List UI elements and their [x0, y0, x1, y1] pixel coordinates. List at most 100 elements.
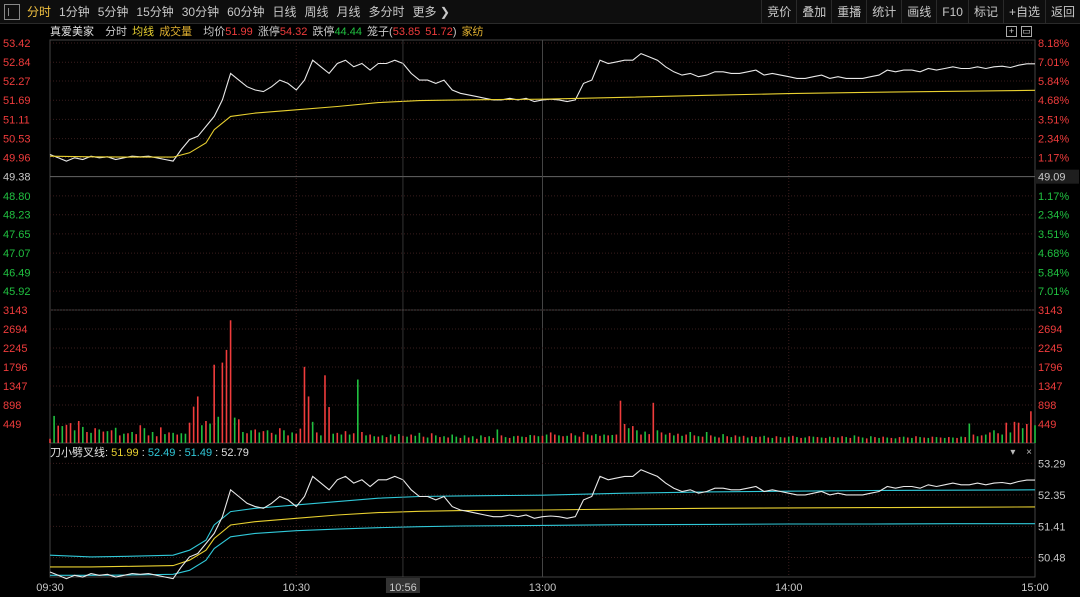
tab-60min[interactable]: 60分钟 [227, 4, 265, 19]
indicator-tick-label: 51.41 [1038, 521, 1066, 533]
volume-tick-label: 2245 [3, 343, 27, 355]
price-band-high: 53.85 [392, 26, 421, 38]
crosshair-time-box [385, 578, 420, 593]
volume-tick-label: 449 [1038, 419, 1056, 431]
price-tick-label: 47.07 [3, 248, 31, 260]
price-band-close: ) [452, 26, 457, 38]
draw-line-button[interactable]: 画线 [901, 0, 936, 24]
tab-daily[interactable]: 日线 [272, 4, 297, 19]
pct-tick-label: 3.51% [1038, 229, 1069, 241]
pct-tick-label: 3.51% [1038, 114, 1069, 126]
indicator_lower-line [50, 523, 1035, 576]
tab-monthly[interactable]: 月线 [336, 4, 361, 19]
volume-tick-label: 449 [3, 419, 21, 431]
price-line [49, 52, 1035, 162]
mark-button[interactable]: 标记 [967, 0, 1003, 24]
tab-more[interactable]: 更多 ❯ [412, 4, 450, 19]
avg-line-label[interactable]: 均线 [132, 26, 155, 38]
price-tick-label: 47.65 [3, 229, 31, 241]
pct-tick-label: 4.68% [1038, 95, 1069, 107]
back-button[interactable]: 返回 [1044, 0, 1080, 24]
info-icons: + ▭ [1006, 26, 1032, 37]
time-tick-label: 09:30 [36, 582, 64, 594]
panel-toggle-icon[interactable] [4, 3, 20, 20]
price-tick-label: 52.84 [3, 57, 31, 69]
price-band-low: 51.72 [425, 26, 453, 38]
tool-buttons: 竞价 叠加 重播 统计 画线 F10 标记 +自选 返回 [761, 0, 1080, 24]
intraday-label[interactable]: 分时 [105, 26, 128, 38]
tab-5min[interactable]: 5分钟 [97, 4, 129, 19]
indicator-sep: : [105, 447, 109, 459]
indicator-sep: : [215, 447, 219, 459]
pct-tick-label: 5.84% [1038, 267, 1069, 279]
time-tick-label: 14:00 [775, 582, 803, 594]
period-tabs: 分时 1分钟 5分钟 15分钟 30分钟 60分钟 日线 周线 月线 多分时 更… [0, 0, 454, 24]
limit-down-label: 跌停 [312, 26, 335, 38]
tab-intraday[interactable]: 分时 [27, 4, 52, 19]
pct-tick-label: 1.17% [1038, 191, 1069, 203]
volume-tick-label: 898 [3, 400, 21, 412]
time-tick-label: 10:30 [282, 582, 310, 594]
indicator-name[interactable]: 刀小劈叉线 [50, 447, 105, 459]
price-tick-label: 52.27 [3, 76, 31, 88]
restore-icon[interactable]: ▭ [1021, 26, 1032, 37]
pct-tick-label: 8.18% [1038, 38, 1069, 50]
volume-tick-label: 1796 [1038, 362, 1062, 374]
pct-tick-label: 5.84% [1038, 76, 1069, 88]
price-tick-label: 46.49 [3, 267, 31, 279]
volume-tick-label: 2694 [3, 324, 27, 336]
overlay-button[interactable]: 叠加 [796, 0, 831, 24]
replay-button[interactable]: 重播 [831, 0, 866, 24]
price-tick-label: 51.11 [3, 114, 30, 126]
auction-button[interactable]: 竞价 [761, 0, 796, 24]
indicator-sep: : [141, 447, 145, 459]
pct-tick-label: 7.01% [1038, 286, 1069, 298]
pct-tick-label: 4.68% [1038, 248, 1069, 260]
statistics-button[interactable]: 统计 [866, 0, 901, 24]
time-tick-label: 15:00 [1021, 582, 1049, 594]
tab-1min[interactable]: 1分钟 [59, 4, 90, 19]
close-icon[interactable]: × [1026, 447, 1032, 458]
prev-close-label: 49.09 [1038, 172, 1066, 184]
time-tick-label: 10:56 [389, 582, 417, 594]
volume-tick-label: 3143 [3, 305, 27, 317]
price-tick-label: 49.96 [3, 152, 31, 164]
industry-label[interactable]: 家纺 [461, 26, 484, 38]
period-toolbar: 分时 1分钟 5分钟 15分钟 30分钟 60分钟 日线 周线 月线 多分时 更… [0, 0, 1080, 24]
tab-15min[interactable]: 15分钟 [136, 4, 174, 19]
pct-tick-label: 2.34% [1038, 134, 1069, 146]
volume-label[interactable]: 成交量 [159, 26, 193, 38]
indicator-icons: ▾ × [1002, 447, 1032, 458]
price-tick-label: 53.42 [3, 38, 31, 50]
indicator-tick-label: 50.48 [1038, 553, 1066, 565]
volume-tick-label: 2694 [1038, 324, 1062, 336]
indicator-value-2: 52.49 [147, 447, 176, 459]
tab-30min[interactable]: 30分钟 [181, 4, 220, 19]
indicator-sep: : [178, 447, 182, 459]
chevron-down-icon[interactable]: ▾ [1010, 447, 1016, 458]
indicator_upper-line [49, 489, 1036, 558]
volume-tick-label: 3143 [1038, 305, 1062, 317]
zoom-in-icon[interactable]: + [1006, 26, 1017, 37]
tab-weekly[interactable]: 周线 [304, 4, 329, 19]
indicator-tick-label: 52.35 [1038, 490, 1066, 502]
avg-price-value: 51.99 [225, 26, 253, 38]
price-tick-label: 48.23 [3, 210, 31, 222]
price-tick-label: 50.53 [3, 134, 31, 146]
price-tick-label: 45.92 [3, 286, 31, 298]
limit-up-label: 涨停 [257, 26, 280, 38]
indicator-value-1: 51.99 [111, 447, 139, 459]
f10-button[interactable]: F10 [936, 0, 968, 24]
indicator-price-line [49, 469, 1035, 580]
indicator-value-3: 51.49 [184, 447, 213, 459]
price-band-label: 笼子( [367, 26, 393, 38]
avg-line [49, 89, 1036, 158]
pct-tick-label: 7.01% [1038, 57, 1069, 69]
tab-multi-day[interactable]: 多分时 [368, 4, 405, 19]
indicator-info-bar: 刀小劈叉线: 51.99 : 52.49 : 51.49 : 52.79 [50, 446, 249, 460]
time-tick-label: 13:00 [529, 582, 557, 594]
add-watchlist-button[interactable]: +自选 [1002, 0, 1045, 24]
price-tick-label: 51.69 [3, 95, 31, 107]
limit-down-value: 44.44 [334, 26, 362, 38]
